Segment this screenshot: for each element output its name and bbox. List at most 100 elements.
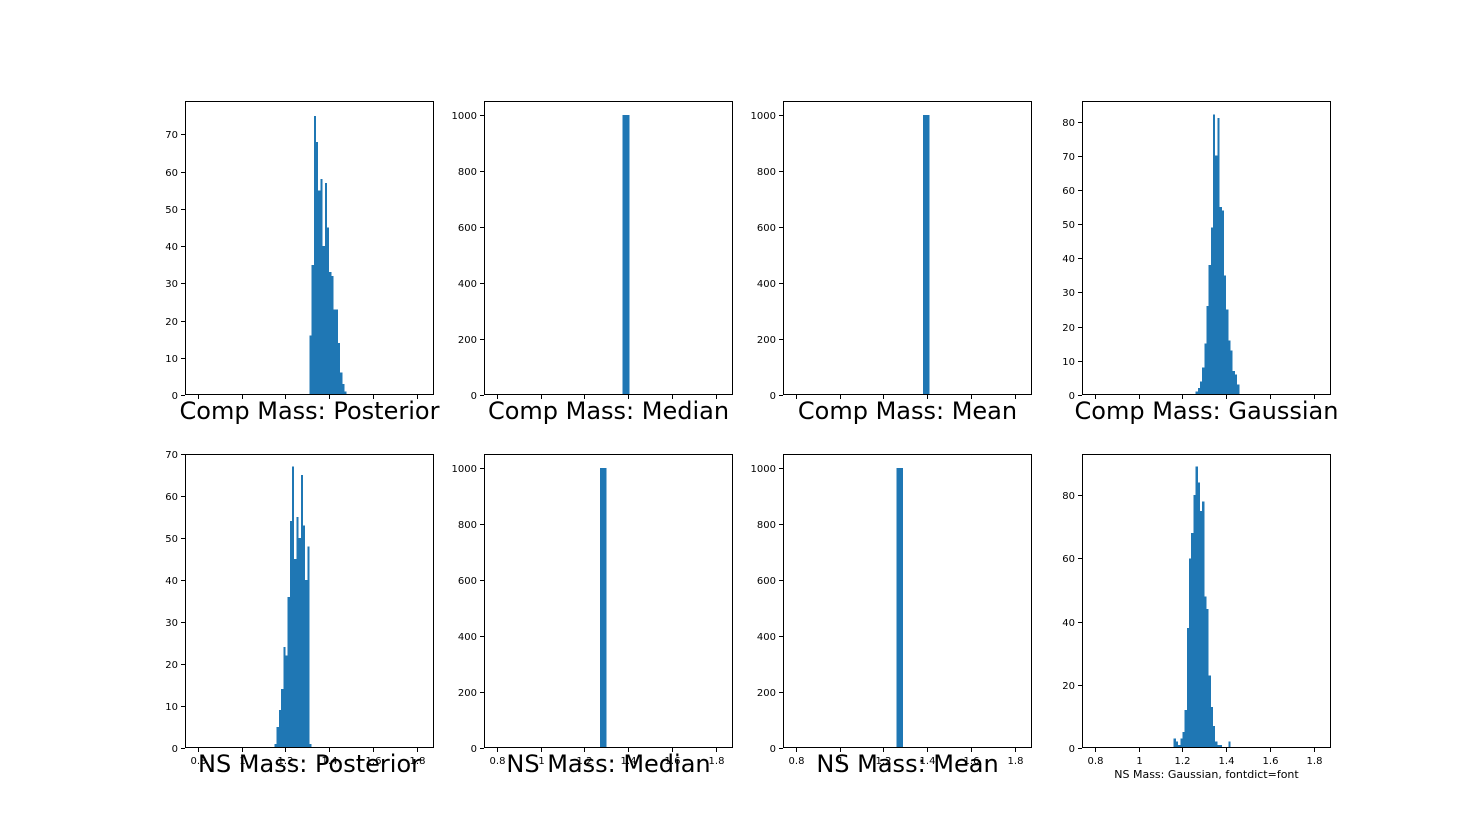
y-tick-label: 200 bbox=[458, 335, 477, 346]
histogram-bar bbox=[296, 517, 299, 748]
histogram-bar bbox=[316, 141, 319, 395]
histogram-bar bbox=[1210, 706, 1214, 748]
histogram-bar bbox=[1206, 608, 1209, 748]
subplot-1: 0 10 20 30 40 50 60 70 Comp Mass: Posterior bbox=[165, 101, 440, 425]
histogram-bar bbox=[287, 596, 290, 748]
x-tick-label: 1.2 bbox=[876, 756, 892, 767]
y-tick-label: 70 bbox=[1062, 152, 1075, 163]
x-axis-label: NS Mass: Gaussian, fontdict=font bbox=[1114, 768, 1299, 781]
histogram-bar bbox=[307, 546, 310, 748]
histogram-bar bbox=[335, 309, 338, 395]
histogram-bar bbox=[340, 372, 343, 395]
histogram-bar bbox=[1234, 374, 1238, 395]
histogram-bar bbox=[1195, 391, 1198, 395]
y-tick-label: 80 bbox=[1062, 118, 1075, 129]
histogram-bar bbox=[1202, 367, 1205, 395]
histogram-bar bbox=[329, 272, 332, 395]
histogram-bar bbox=[1232, 371, 1235, 395]
histogram-bar bbox=[320, 179, 323, 395]
histogram-bar bbox=[1237, 384, 1240, 395]
histogram-bar bbox=[326, 227, 330, 395]
x-tick-label: 0.8 bbox=[490, 756, 506, 767]
y-tick-label: 200 bbox=[757, 335, 776, 346]
y-tick-label: 30 bbox=[1062, 288, 1075, 299]
y-tick-label: 0 bbox=[172, 744, 178, 755]
x-tick-label: 1 bbox=[538, 756, 544, 767]
y-tick-label: 30 bbox=[165, 279, 178, 290]
histogram-bar bbox=[305, 580, 308, 748]
y-tick-label: 20 bbox=[165, 660, 178, 671]
histogram-bar bbox=[1202, 501, 1205, 748]
x-tick-label: 0.8 bbox=[1088, 756, 1104, 767]
y-tick-label: 600 bbox=[757, 223, 776, 234]
y-tick-label: 0 bbox=[172, 391, 178, 402]
histogram-bar bbox=[1195, 466, 1198, 748]
x-axis-label: Comp Mass: Posterior bbox=[180, 397, 440, 425]
y-tick-label: 10 bbox=[165, 354, 178, 365]
histogram-bar bbox=[1215, 155, 1218, 395]
y-tick-label: 600 bbox=[458, 223, 477, 234]
x-tick-label: 1.6 bbox=[665, 756, 681, 767]
histogram-bar bbox=[285, 655, 288, 748]
y-tick-label: 50 bbox=[1062, 220, 1075, 231]
axes-frame bbox=[484, 454, 733, 748]
axes-frame bbox=[783, 101, 1032, 395]
histogram-bar bbox=[300, 475, 303, 748]
y-tick-label: 400 bbox=[458, 279, 477, 290]
y-tick-label: 0 bbox=[1069, 744, 1075, 755]
y-tick-label: 1000 bbox=[751, 464, 776, 475]
y-tick-label: 10 bbox=[165, 702, 178, 713]
subplot-2: 0 200 400 600 800 1000 Comp Mass: Median bbox=[452, 101, 733, 425]
y-tick-label: 60 bbox=[165, 168, 178, 179]
x-tick-label: 1 bbox=[239, 756, 245, 767]
histogram-bar bbox=[1204, 343, 1207, 395]
histogram-bar bbox=[1197, 482, 1200, 748]
y-tick-label: 800 bbox=[757, 167, 776, 178]
axes-frame bbox=[1082, 454, 1331, 748]
x-axis-label: Comp Mass: Gaussian bbox=[1075, 397, 1339, 425]
x-tick-label: 1.4 bbox=[1219, 756, 1235, 767]
y-tick-label: 60 bbox=[165, 492, 178, 503]
histogram-bar bbox=[1182, 732, 1185, 748]
histogram-bar bbox=[1208, 675, 1211, 748]
histogram-bar bbox=[311, 264, 314, 395]
histogram-bar bbox=[337, 342, 341, 395]
x-axis-label: Comp Mass: Median bbox=[488, 397, 729, 425]
y-tick-label: 800 bbox=[458, 167, 477, 178]
subplot-3: 0 200 400 600 800 1000 Comp Mass: Mean bbox=[751, 101, 1032, 425]
x-tick-label: 0.8 bbox=[191, 756, 207, 767]
subplot-5: 0 10 20 30 40 50 60 70 0.8 1 1.2 1.4 1.6 1.8NS Mass: … bbox=[165, 450, 434, 778]
histogram-bar bbox=[1199, 381, 1203, 395]
histogram-bar bbox=[274, 743, 277, 748]
y-tick-label: 200 bbox=[458, 688, 477, 699]
histogram-bar bbox=[1193, 495, 1196, 748]
histogram-bar bbox=[344, 391, 347, 395]
histogram-bar bbox=[1184, 710, 1187, 748]
y-tick-label: 0 bbox=[770, 744, 776, 755]
y-tick-label: 40 bbox=[1062, 618, 1075, 629]
x-tick-label: 1.2 bbox=[278, 756, 294, 767]
x-tick-label: 1.8 bbox=[1008, 756, 1024, 767]
y-tick-label: 70 bbox=[165, 450, 178, 461]
y-tick-label: 0 bbox=[471, 744, 477, 755]
x-tick-label: 1.6 bbox=[1263, 756, 1279, 767]
x-axis-label: NS Mass: Mean bbox=[816, 750, 998, 778]
histogram-bar bbox=[1186, 627, 1190, 748]
x-tick-label: 1.4 bbox=[920, 756, 936, 767]
y-tick-label: 1000 bbox=[751, 111, 776, 122]
histogram-bar bbox=[1228, 741, 1231, 748]
histogram-bar bbox=[599, 468, 607, 748]
subplot-6: 0 200 400 600 800 1000 0.8 1 1.2 1.4 1.6 1.8NS Mass… bbox=[452, 454, 733, 778]
histogram-bar bbox=[294, 559, 297, 748]
x-tick-label: 1.8 bbox=[709, 756, 725, 767]
histogram-bar bbox=[1189, 558, 1192, 748]
y-tick-label: 400 bbox=[458, 632, 477, 643]
histogram-bar bbox=[1213, 114, 1216, 396]
x-tick-label: 1.6 bbox=[366, 756, 382, 767]
x-axis-label: NS Mass: Median bbox=[506, 750, 710, 778]
subplot-8: 0 20 40 60 80 0.8 1 1.2 1.4 1.6 1.8 NS Mass: Gaussi… bbox=[1062, 454, 1331, 781]
y-tick-label: 20 bbox=[1062, 681, 1075, 692]
histogram-bar bbox=[896, 468, 904, 748]
histogram-bar bbox=[331, 275, 334, 395]
